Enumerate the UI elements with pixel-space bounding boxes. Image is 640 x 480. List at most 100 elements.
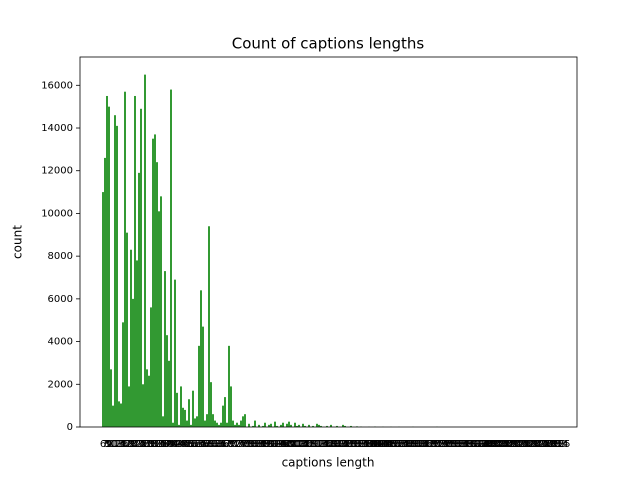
- x-tick-label: 111: [303, 439, 322, 450]
- x-tick-label: 19: [123, 439, 136, 450]
- x-tick-label: 7: [102, 439, 108, 450]
- x-tick-label: 134: [349, 439, 368, 450]
- x-tick-label: 45: [175, 439, 188, 450]
- bar: [196, 416, 198, 427]
- y-tick-label: 2000: [48, 379, 73, 390]
- x-tick-label: 116: [313, 439, 332, 450]
- x-tick-label: 89: [263, 439, 276, 450]
- x-tick-label: 62: [209, 439, 222, 450]
- bar: [122, 322, 124, 427]
- bar: [184, 409, 186, 427]
- bar: [166, 335, 168, 427]
- x-tick-label: 159: [399, 439, 418, 450]
- x-tick-label: 65: [215, 439, 228, 450]
- x-tick-label: 29: [143, 439, 156, 450]
- x-tick-label: 157: [395, 439, 414, 450]
- x-tick-label: 234: [549, 439, 568, 450]
- x-tick-label: 53: [191, 439, 204, 450]
- x-tick-label: 233: [547, 439, 566, 450]
- x-tick-label: 18: [121, 439, 134, 450]
- x-tick-label: 163: [407, 439, 426, 450]
- x-tick-label: 214: [509, 439, 528, 450]
- x-tick-label: 74: [233, 439, 246, 450]
- x-tick-label: 187: [455, 439, 474, 450]
- x-tick-label: 167: [415, 439, 434, 450]
- x-tick-label: 56: [197, 439, 210, 450]
- bar: [270, 423, 272, 427]
- bar: [230, 386, 232, 427]
- x-tick-label: 85: [255, 439, 268, 450]
- x-tick-label: 30: [145, 439, 158, 450]
- x-tick-label: 141: [363, 439, 382, 450]
- x-tick-label: 220: [521, 439, 540, 450]
- bar: [208, 226, 210, 427]
- x-tick-label: 9: [106, 439, 112, 450]
- x-tick-label: 54: [193, 439, 206, 450]
- bar: [226, 422, 228, 427]
- bar: [156, 162, 158, 428]
- x-tick-label: 68: [221, 439, 234, 450]
- bar: [244, 414, 246, 427]
- x-tick-label: 60: [205, 439, 218, 450]
- x-tick-label: 86: [257, 439, 270, 450]
- x-tick-label: 136: [353, 439, 372, 450]
- x-tick-label: 80: [245, 439, 258, 450]
- bar: [326, 425, 328, 427]
- bar: [142, 384, 144, 427]
- bar: [110, 369, 112, 427]
- bar: [178, 424, 180, 427]
- x-tick-label: 211: [503, 439, 522, 450]
- bar: [114, 115, 116, 427]
- bar: [140, 108, 142, 428]
- x-tick-label: 32: [149, 439, 162, 450]
- x-tick-label: 178: [437, 439, 456, 450]
- bar: [144, 74, 146, 427]
- x-tick-label: 93: [271, 439, 284, 450]
- x-tick-label: 172: [425, 439, 444, 450]
- x-tick-label: 70: [225, 439, 238, 450]
- bar: [264, 422, 266, 427]
- x-tick-label: 155: [391, 439, 410, 450]
- x-tick-label: 78: [241, 439, 254, 450]
- x-tick-label: 184: [449, 439, 468, 450]
- bar: [202, 326, 204, 427]
- bar: [148, 375, 150, 427]
- x-tick-label: 207: [495, 439, 514, 450]
- x-tick-label: 132: [345, 439, 364, 450]
- bar: [252, 425, 254, 427]
- x-tick-label: 101: [283, 439, 302, 450]
- bar: [318, 424, 320, 427]
- x-tick-label: 12: [109, 439, 122, 450]
- x-tick-label: 124: [329, 439, 348, 450]
- x-tick-label: 182: [445, 439, 464, 450]
- x-tick-label: 160: [401, 439, 420, 450]
- x-tick-label: 213: [507, 439, 526, 450]
- bar: [168, 360, 170, 427]
- bar: [170, 89, 172, 427]
- x-tick-label: 171: [423, 439, 442, 450]
- x-tick-label: 196: [473, 439, 492, 450]
- bar: [206, 414, 208, 427]
- x-tick-label: 36: [157, 439, 170, 450]
- x-tick-label: 11: [107, 439, 120, 450]
- bar: [268, 424, 270, 427]
- x-tick-label: 112: [305, 439, 324, 450]
- x-tick-label: 151: [383, 439, 402, 450]
- bar: [112, 405, 114, 427]
- x-tick-label: 215: [511, 439, 530, 450]
- y-tick-label: 10000: [41, 208, 73, 219]
- x-tick-label: 115: [311, 439, 330, 450]
- bar: [174, 279, 176, 427]
- x-tick-label: 71: [227, 439, 240, 450]
- bar: [282, 422, 284, 427]
- bar: [220, 422, 222, 427]
- x-tick-label: 15: [115, 439, 128, 450]
- bar: [162, 416, 164, 427]
- x-tick-label: 210: [501, 439, 520, 450]
- x-tick-label: 119: [319, 439, 338, 450]
- bar: [224, 397, 226, 427]
- bar: [242, 416, 244, 427]
- bar: [194, 418, 196, 427]
- x-tick-label: 14: [113, 439, 126, 450]
